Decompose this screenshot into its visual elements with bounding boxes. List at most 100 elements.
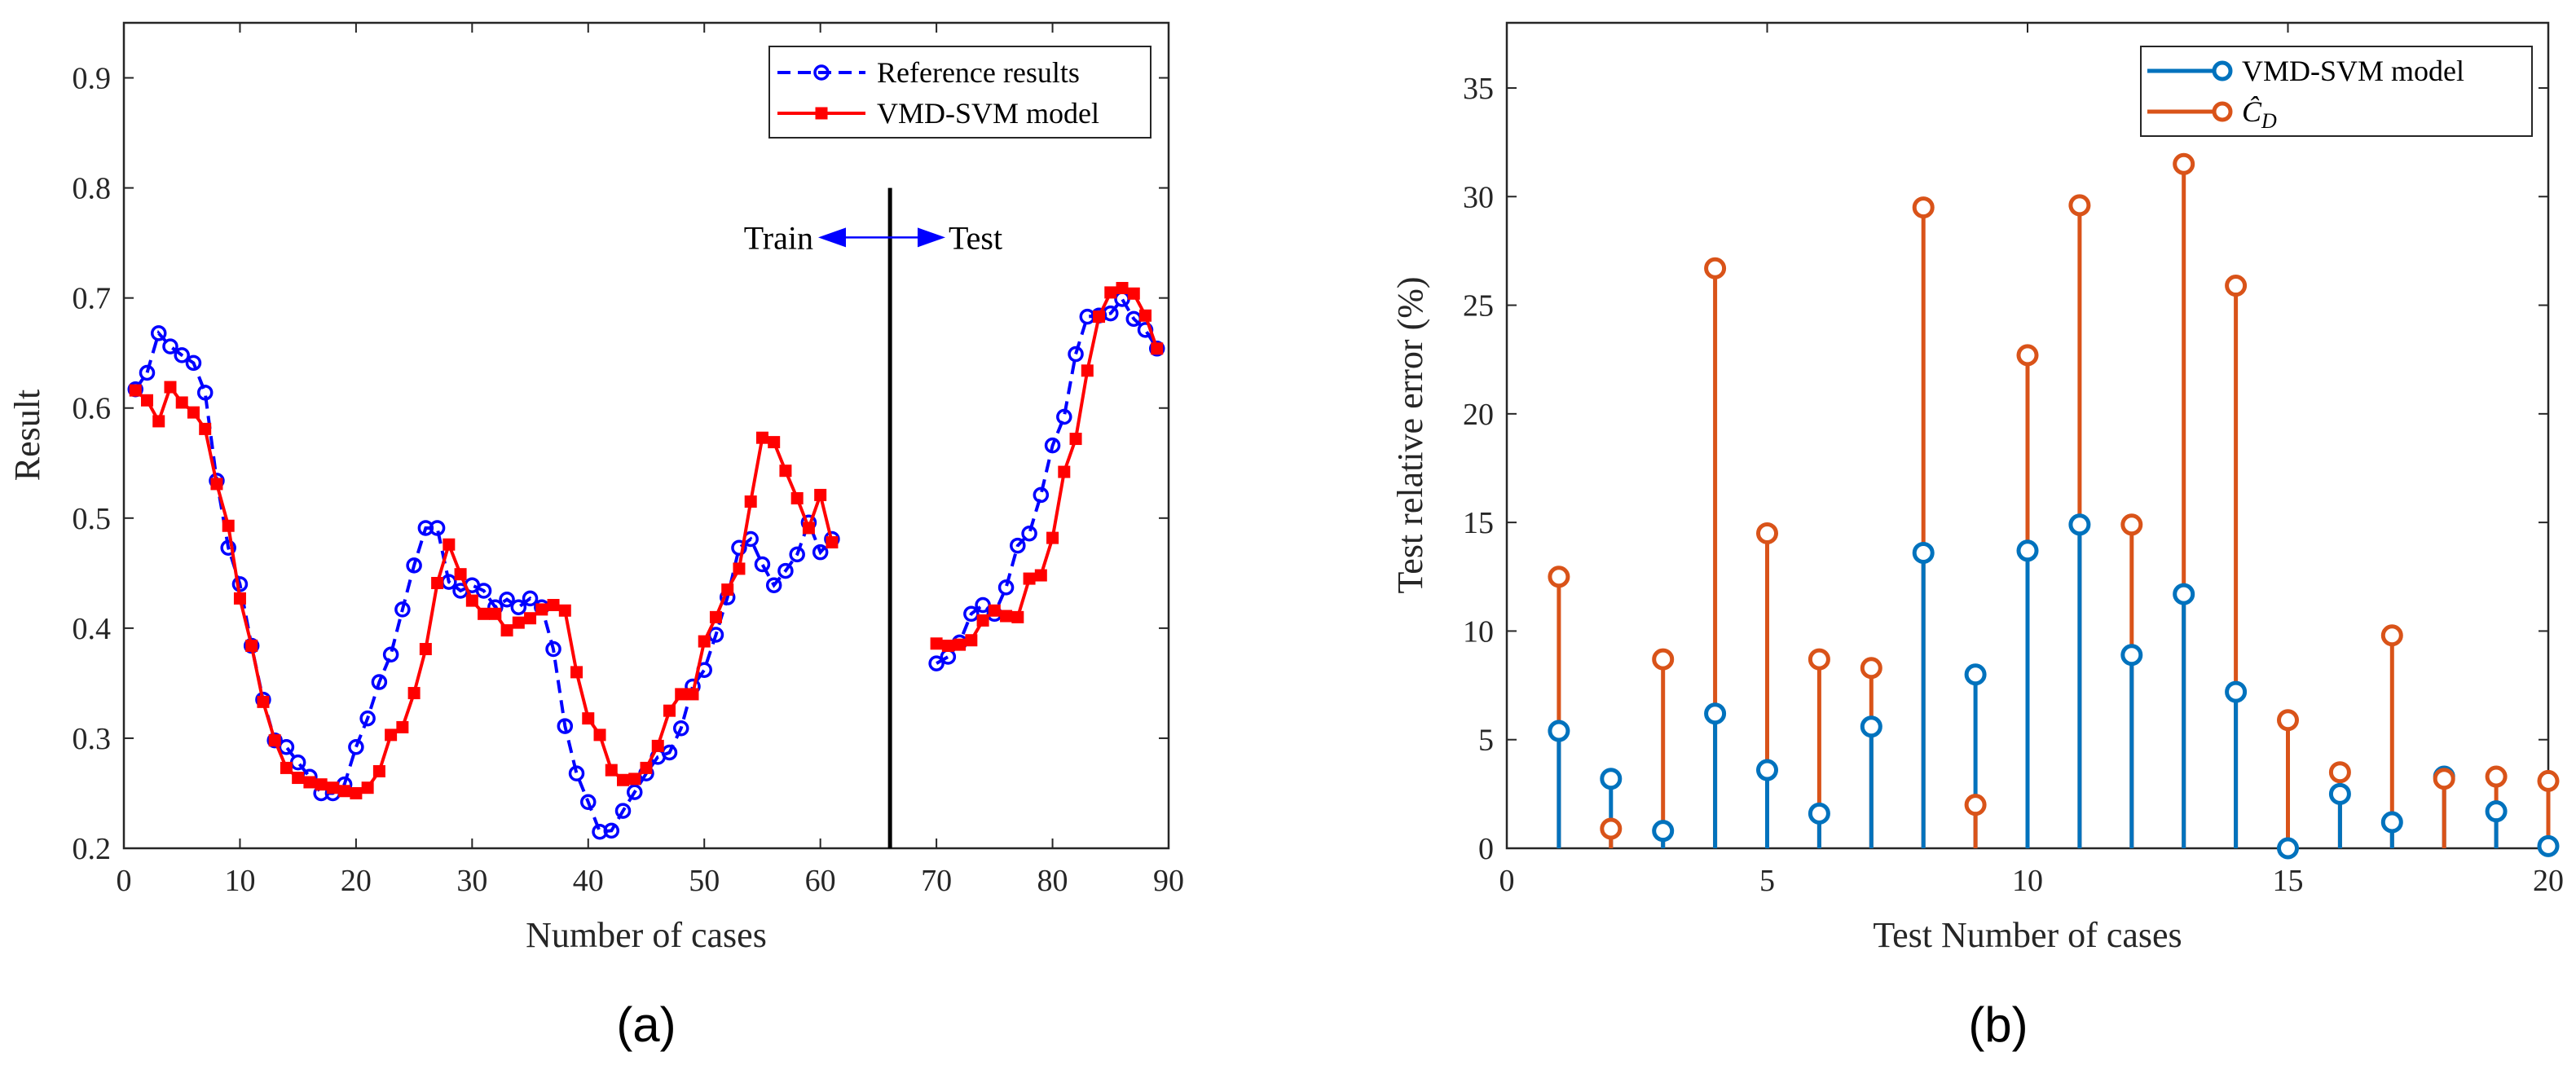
data-point — [348, 738, 364, 755]
data-point — [278, 738, 295, 755]
data-point — [406, 557, 422, 574]
data-point — [686, 688, 699, 701]
x-tick-label-a: 60 — [805, 864, 836, 898]
x-tick-label-a: 50 — [689, 864, 720, 898]
stem-marker — [1600, 817, 1623, 840]
data-point — [953, 638, 967, 651]
data-point — [965, 634, 978, 647]
series-vmd-svm — [129, 282, 1164, 799]
data-point — [1044, 437, 1061, 454]
legend-marker — [815, 107, 828, 120]
data-point — [698, 635, 711, 648]
data-point — [303, 776, 316, 789]
stem-marker — [1860, 715, 1882, 738]
annotation-test: Test — [949, 219, 1002, 256]
stem-marker — [2380, 811, 2403, 834]
data-point — [419, 643, 432, 656]
y-tick-label-a: 0.8 — [73, 172, 112, 206]
x-tick-label-a: 80 — [1037, 864, 1068, 898]
data-point — [510, 599, 527, 615]
y-tick-label-b: 10 — [1463, 614, 1494, 649]
legend-b: VMD-SVM model ĈD — [2140, 46, 2533, 137]
legend-label-main: Ĉ — [2242, 95, 2262, 128]
y-tick-label-b: 20 — [1463, 398, 1494, 432]
data-point — [475, 583, 492, 599]
data-point — [558, 604, 571, 617]
data-point — [220, 539, 236, 557]
data-point — [997, 579, 1015, 596]
data-point — [1021, 525, 1037, 542]
stem-marker — [2277, 709, 2299, 732]
panel-b: 0 5 10 15 20 0 5 10 15 20 25 30 35 VMD-SVM model ĈD T… — [1390, 21, 2564, 1052]
data-point — [338, 785, 351, 798]
x-tick-label-a: 30 — [456, 864, 487, 898]
axes-ticks-b: 0 5 10 15 20 0 5 10 15 20 25 30 35 — [1463, 23, 2564, 898]
y-tick-label-a: 0.9 — [73, 62, 112, 96]
stem-marker — [1600, 768, 1623, 790]
stem-marker — [2120, 644, 2143, 667]
stem-marker — [2328, 761, 2351, 784]
train-test-annotation: Train Test — [744, 219, 1002, 256]
y-axis-label-a: Result — [7, 390, 47, 481]
data-point — [385, 728, 398, 742]
x-tick-label-b: 10 — [2012, 864, 2043, 898]
stem-marker — [2485, 800, 2508, 823]
data-point — [709, 610, 722, 623]
data-point — [233, 592, 246, 605]
stem-marker — [2537, 769, 2560, 792]
data-point — [1058, 465, 1071, 478]
data-point — [1000, 610, 1013, 623]
data-point — [1151, 342, 1164, 355]
legend-label: VMD-SVM model — [877, 97, 1099, 130]
x-axis-label-a: Number of cases — [526, 915, 767, 955]
data-point — [431, 576, 444, 589]
stem-marker — [2485, 765, 2508, 788]
stem-marker — [2433, 768, 2455, 790]
data-point — [1046, 531, 1059, 544]
data-point — [1023, 572, 1036, 585]
data-point — [174, 347, 190, 363]
data-point — [768, 436, 781, 449]
data-point — [465, 594, 478, 607]
data-point — [382, 646, 399, 663]
data-point — [1056, 408, 1072, 425]
data-point — [1034, 569, 1047, 582]
x-tick-label-a: 90 — [1153, 864, 1184, 898]
data-point — [988, 604, 1001, 617]
data-point — [755, 431, 768, 444]
arrow-head-left — [818, 227, 846, 248]
data-point — [744, 495, 757, 508]
data-point — [582, 712, 595, 725]
stem-marker — [1912, 196, 1935, 219]
stem-marker — [1756, 759, 1778, 781]
data-point — [489, 607, 502, 620]
y-tick-label-a: 0.6 — [73, 392, 112, 426]
data-point — [1011, 610, 1024, 623]
data-point — [765, 577, 782, 593]
stem-marker — [1860, 657, 1882, 680]
data-point — [280, 761, 293, 774]
data-point — [500, 624, 513, 637]
stem-marker — [1548, 566, 1570, 588]
stem-marker — [1808, 802, 1830, 825]
legend-marker — [813, 64, 830, 81]
stem-marker — [1704, 257, 1727, 280]
y-tick-label-a: 0.7 — [73, 282, 112, 316]
data-point — [152, 415, 165, 428]
x-tick-label-b: 0 — [1499, 864, 1515, 898]
data-point — [257, 695, 270, 708]
data-point — [557, 718, 574, 734]
data-point — [150, 325, 167, 341]
data-point — [187, 406, 200, 419]
data-point — [371, 674, 388, 690]
stem-marker — [1652, 648, 1675, 671]
data-point — [1033, 486, 1050, 504]
data-point — [245, 639, 258, 652]
data-point — [268, 734, 281, 747]
y-tick-label-a: 0.5 — [73, 502, 112, 536]
data-point — [454, 568, 467, 581]
data-point — [326, 781, 339, 794]
stem-marker — [1912, 541, 1935, 564]
data-point — [129, 384, 142, 397]
stem-marker — [1756, 522, 1778, 544]
